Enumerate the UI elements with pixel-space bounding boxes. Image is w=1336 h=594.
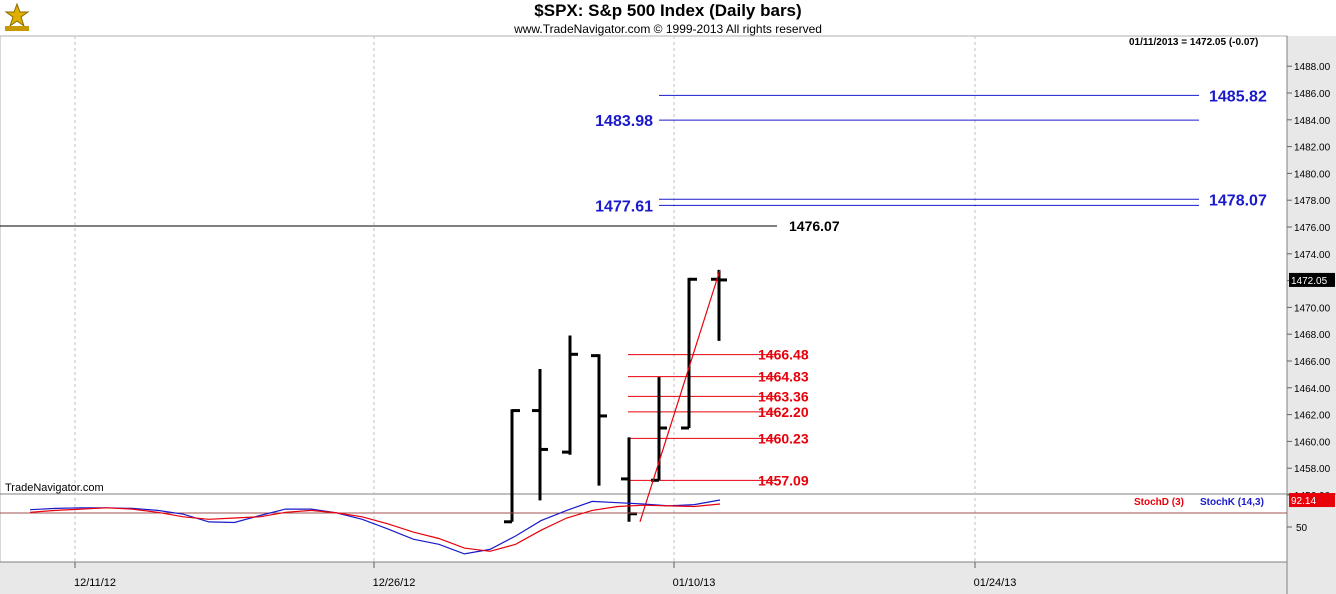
level-label: 1457.09 — [758, 472, 809, 488]
copyright-notice: www.TradeNavigator.com © 1999-2013 All r… — [514, 22, 822, 36]
price-readout: 01/11/2013 = 1472.05 (-0.07) — [1129, 37, 1259, 48]
last-price-label: 1472.05 — [1291, 276, 1328, 287]
y-tick-label: 1474.00 — [1294, 250, 1331, 261]
y-tick-label: 1480.00 — [1294, 169, 1331, 180]
level-label: 1476.07 — [789, 218, 840, 234]
trade-navigator-logo-icon — [4, 2, 30, 31]
y-tick-label: 1464.00 — [1294, 384, 1331, 395]
x-tick-label: 01/10/13 — [673, 577, 716, 589]
level-label: 1485.82 — [1209, 88, 1267, 105]
y-tick-label: 1470.00 — [1294, 303, 1331, 314]
last-price-box — [1289, 272, 1335, 287]
stoch-k-line — [29, 499, 721, 555]
price-pane — [0, 35, 1288, 495]
y-tick-label: 1466.00 — [1294, 357, 1331, 368]
y-tick-label: 1484.00 — [1294, 116, 1331, 127]
level-label: 1462.20 — [758, 404, 809, 420]
last-osc-box — [1289, 493, 1335, 508]
chart-header: $SPX: S&p 500 Index (Daily bars) www.Tra… — [0, 0, 1336, 36]
ohlc-bar — [621, 437, 637, 522]
x-tick-label: 12/11/12 — [74, 577, 116, 589]
chart-title: $SPX: S&p 500 Index (Daily bars) — [534, 1, 802, 20]
legend-stoch-k: StochK (14,3) — [1200, 497, 1264, 508]
ohlc-bar — [504, 409, 520, 524]
ohlc-bar — [711, 269, 727, 341]
x-tick-label: 12/26/12 — [373, 577, 416, 589]
last-osc-label: 92.14 — [1291, 496, 1316, 507]
y-tick-label: 1482.00 — [1294, 143, 1331, 154]
y-tick-label: 1458.00 — [1294, 464, 1331, 475]
ohlc-bar — [591, 354, 607, 486]
ohlc-bar — [681, 277, 697, 430]
level-label: 1463.36 — [758, 388, 809, 404]
level-label: 1483.98 — [595, 113, 653, 130]
level-label: 1477.61 — [595, 198, 653, 215]
ohlc-bar — [532, 369, 548, 501]
y-tick-label: 1462.00 — [1294, 411, 1331, 422]
y-tick-label: 1476.00 — [1294, 223, 1331, 234]
level-label: 1466.48 — [758, 347, 809, 363]
y-tick-label: 1468.00 — [1294, 330, 1331, 341]
level-label: 1460.23 — [758, 430, 809, 446]
level-label: 1478.07 — [1209, 192, 1267, 209]
stoch-d-line — [29, 503, 721, 552]
x-tick-label: 01/24/13 — [974, 577, 1017, 589]
legend-stoch-d: StochD (3) — [1134, 497, 1184, 508]
y-tick-label: 1478.00 — [1294, 196, 1331, 207]
osc-tick-label: 50 — [1296, 523, 1308, 534]
trend-line — [639, 269, 721, 522]
brand-label: TradeNavigator.com — [5, 482, 104, 494]
y-tick-label: 1488.00 — [1294, 62, 1331, 73]
y-tick-label: 1460.00 — [1294, 437, 1331, 448]
ohlc-bar — [562, 335, 578, 455]
y-tick-label: 1486.00 — [1294, 89, 1331, 100]
x-axis-strip — [0, 562, 1287, 594]
level-label: 1464.83 — [758, 369, 809, 385]
